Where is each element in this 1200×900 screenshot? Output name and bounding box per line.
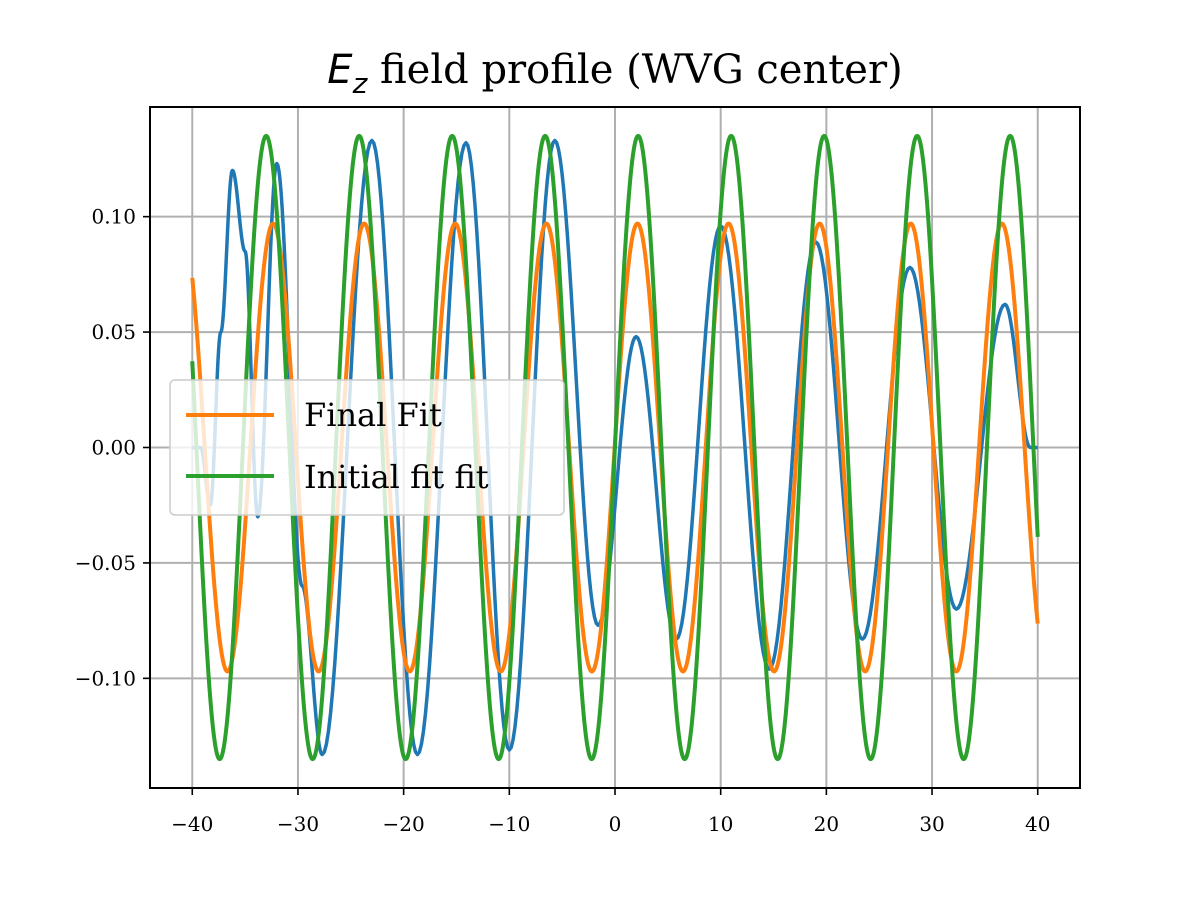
x-tick-label: 10 xyxy=(708,812,733,836)
legend-label-final-fit: Final Fit xyxy=(304,396,442,434)
x-tick-label: −40 xyxy=(171,812,213,836)
title-sub: z xyxy=(352,67,369,100)
x-tick-label: 0 xyxy=(609,812,622,836)
legend-label-initial-fit: Initial fit fit xyxy=(304,458,489,496)
y-tick-label: −0.05 xyxy=(75,551,136,575)
title-rest: field profile (WVG center) xyxy=(367,47,902,93)
x-tick-label: −20 xyxy=(383,812,425,836)
y-tick-label: 0.00 xyxy=(91,436,136,460)
y-tick-label: 0.05 xyxy=(91,320,136,344)
x-tick-label: −10 xyxy=(488,812,530,836)
legend: Final Fit Initial fit fit xyxy=(169,379,565,516)
chart-title: Ez field profile (WVG center) xyxy=(327,47,902,100)
x-tick-label: 20 xyxy=(814,812,839,836)
x-tick-label: 40 xyxy=(1025,812,1050,836)
y-tick-label: −0.10 xyxy=(75,666,136,690)
y-tick-label: 0.10 xyxy=(91,205,136,229)
x-tick-label: −30 xyxy=(277,812,319,836)
title-math: E xyxy=(327,47,353,93)
y-axis: −0.10 −0.05 0.00 0.05 0.10 xyxy=(75,205,150,690)
x-axis: −40 −30 −20 −10 0 10 20 30 40 xyxy=(171,788,1050,836)
x-tick-label: 30 xyxy=(919,812,944,836)
